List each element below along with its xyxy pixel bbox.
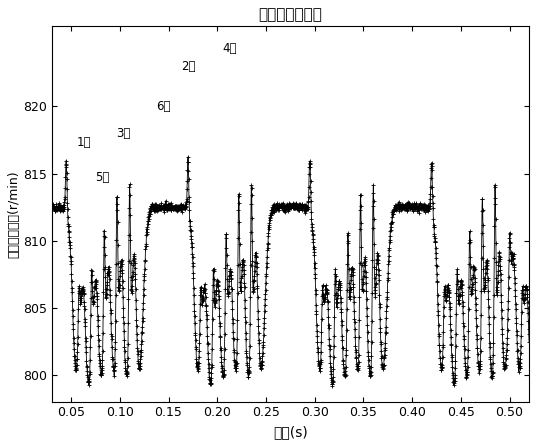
Text: 6缸: 6缸 bbox=[156, 100, 170, 113]
Text: 3缸: 3缸 bbox=[116, 127, 130, 140]
Text: 1缸: 1缸 bbox=[77, 136, 92, 149]
X-axis label: 时间(s): 时间(s) bbox=[273, 425, 308, 439]
Y-axis label: 转速的时域値(r/min): 转速的时域値(r/min) bbox=[7, 170, 20, 258]
Text: 4缸: 4缸 bbox=[222, 42, 236, 55]
Text: 5缸: 5缸 bbox=[95, 171, 110, 184]
Title: 转速的时域分析: 转速的时域分析 bbox=[258, 7, 322, 22]
Text: 2缸: 2缸 bbox=[181, 60, 196, 73]
